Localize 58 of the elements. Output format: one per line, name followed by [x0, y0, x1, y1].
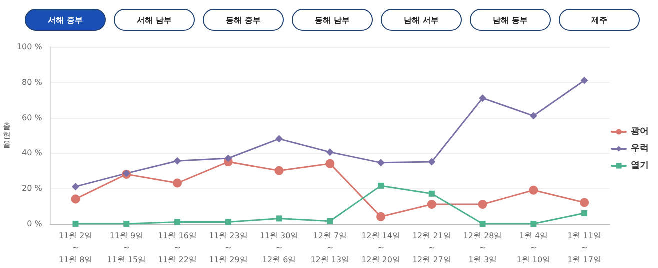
- tab-button: 제주: [559, 9, 640, 31]
- point: [71, 194, 80, 204]
- point: [530, 221, 537, 227]
- x-tick-label: 12월 28일 ~ 1월 3일: [463, 232, 502, 264]
- tab-button: 남해 서부: [381, 9, 462, 31]
- point: [174, 157, 182, 165]
- y-tick-label: 40 %: [22, 148, 43, 158]
- x-tick-label: 11월 2일 ~ 11월 8일: [58, 232, 93, 264]
- point: [72, 221, 79, 227]
- x-tick-label: 11월 16일 ~ 11월 22일: [158, 232, 197, 264]
- tab-button: 서해 남부: [114, 9, 195, 31]
- point: [327, 218, 334, 224]
- x-tick-label: 11월 23일 ~ 11월 29일: [208, 232, 248, 264]
- point: [378, 182, 384, 189]
- point: [224, 154, 232, 162]
- point: [530, 112, 538, 120]
- point: [529, 186, 538, 195]
- point: [276, 216, 282, 222]
- point: [326, 148, 334, 156]
- x-tick-label: 1월 4일 ~ 1월 10일: [516, 232, 551, 264]
- point: [174, 219, 181, 226]
- x-tick-label: 11월 9일 ~ 11월 15일: [107, 232, 146, 264]
- point: [124, 221, 130, 227]
- point: [582, 210, 588, 216]
- tab-button: 동해 중부: [203, 9, 284, 31]
- y-tick-label: 100 %: [16, 42, 43, 52]
- y-tick-label: 60 %: [22, 113, 43, 122]
- x-tick-label: 12월 7일 ~ 12월 13일: [310, 232, 350, 264]
- x-tick-label: 12월 21일 ~ 12월 27일: [412, 232, 452, 264]
- point: [479, 94, 487, 102]
- point: [377, 159, 385, 167]
- tab-button: 동해 남부: [292, 9, 373, 31]
- y-axis-title: 출현율: [3, 122, 11, 149]
- point: [276, 135, 284, 143]
- point: [478, 200, 488, 210]
- point: [427, 200, 436, 210]
- point: [274, 166, 284, 176]
- point: [225, 219, 232, 226]
- point: [580, 76, 588, 84]
- point: [480, 221, 486, 227]
- point: [72, 183, 80, 191]
- point: [376, 212, 386, 222]
- legend-label: 우럭: [631, 144, 649, 154]
- point: [326, 159, 335, 168]
- y-tick-label: 80 %: [22, 78, 43, 87]
- y-tick-label: 20 %: [22, 184, 43, 194]
- x-tick-label: 11월 30일 ~ 12월 6일: [260, 232, 299, 264]
- x-tick-label: 12월 14일 ~ 12월 20일: [362, 232, 400, 264]
- x-tick-label: 1월 11일 ~ 1월 17일: [568, 232, 602, 264]
- legend-label: 열기: [631, 161, 649, 171]
- y-tick-label: 0 %: [27, 220, 43, 228]
- point: [580, 198, 590, 208]
- point: [428, 190, 435, 197]
- tab-button: 서해 중부: [25, 9, 106, 31]
- point: [173, 178, 182, 188]
- tab-button: 남해 동부: [470, 9, 551, 31]
- point: [428, 158, 436, 166]
- legend-label: 광어: [631, 127, 649, 137]
